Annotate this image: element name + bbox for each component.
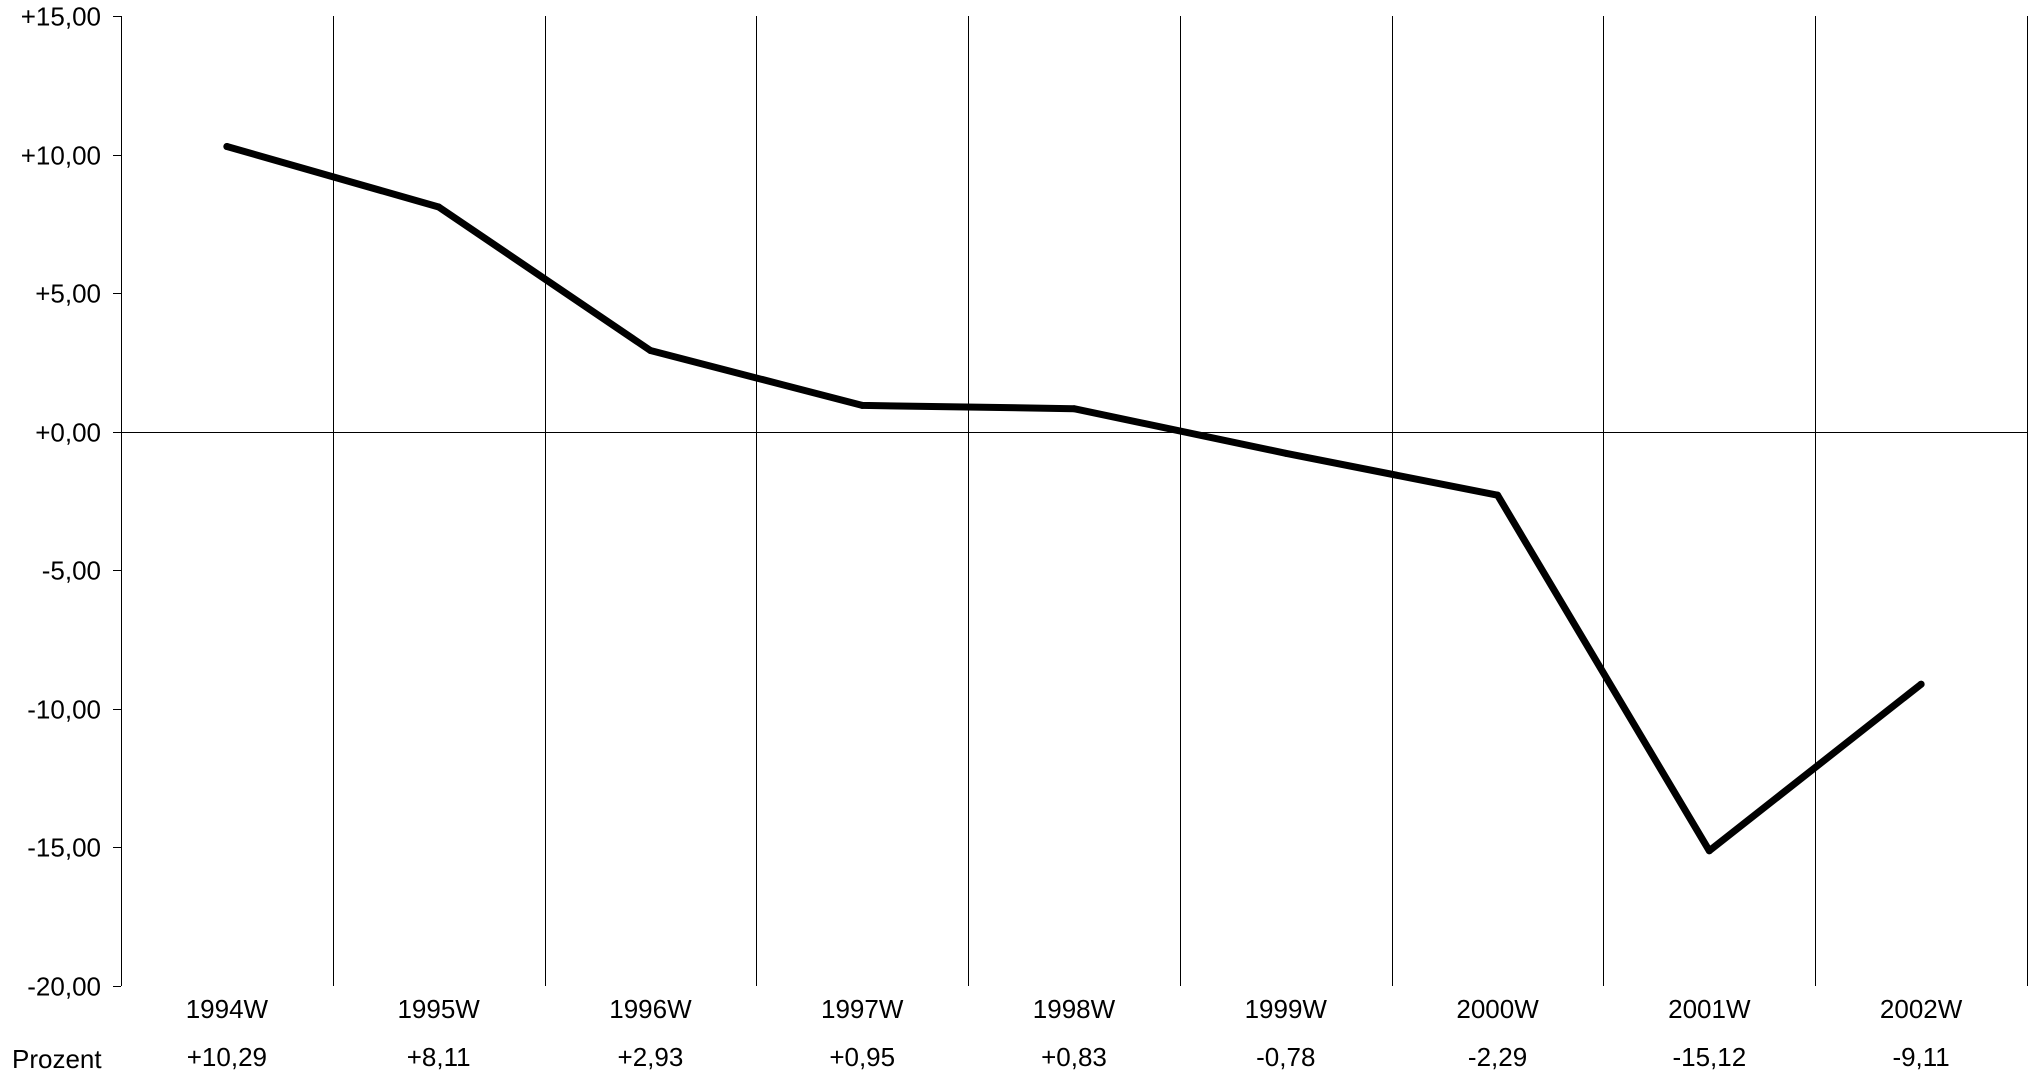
data-point (858, 401, 866, 409)
x-category-label: 2002W (1880, 994, 1963, 1024)
data-point (435, 203, 443, 211)
label-layer: 1994W 1995W 1996W 1997W 1998W 1999W 2000W 2001W… (12, 994, 1963, 1074)
table-value-label: +0,83 (1041, 1042, 1107, 1072)
data-point (1494, 491, 1502, 499)
table-value-label: -9,11 (1892, 1042, 1949, 1072)
y-tick-label: -20,00 (27, 972, 101, 1002)
table-value-label: +2,93 (618, 1042, 684, 1072)
table-value-label: +10,29 (187, 1042, 267, 1072)
y-tick-label: -5,00 (42, 556, 101, 586)
x-category-label: 1994W (186, 994, 269, 1024)
data-point (1705, 847, 1713, 855)
table-value-label: -0,78 (1256, 1042, 1315, 1072)
axis-layer: +15,00 +10,00 +5,00 +0,00 -5,00 -10,00 -15,00 -… (21, 2, 2027, 1002)
table-value-label: -2,29 (1468, 1042, 1527, 1072)
y-tick-label: +0,00 (35, 418, 101, 448)
table-value-label: +8,11 (407, 1042, 471, 1072)
table-value-label: -15,12 (1672, 1042, 1746, 1072)
y-tick-label: +5,00 (35, 279, 101, 309)
series-line (223, 143, 1925, 855)
x-category-label: 2001W (1668, 994, 1751, 1024)
y-tick-label: +10,00 (21, 141, 101, 171)
y-tick-label: -10,00 (27, 695, 101, 725)
y-tick-label: -15,00 (27, 833, 101, 863)
table-row-label: Prozent (12, 1044, 102, 1074)
x-category-label: 1997W (821, 994, 904, 1024)
grid-layer (333, 16, 2028, 986)
data-point (646, 347, 654, 355)
data-point (1282, 449, 1290, 457)
y-tick-label: +15,00 (21, 2, 101, 32)
x-category-label: 1996W (609, 994, 692, 1024)
x-category-label: 2000W (1456, 994, 1539, 1024)
data-point (223, 143, 231, 151)
x-category-label: 1998W (1033, 994, 1116, 1024)
series-layer (223, 143, 1925, 855)
data-point (1070, 405, 1078, 413)
x-category-label: 1999W (1245, 994, 1328, 1024)
data-point (1917, 680, 1925, 688)
x-category-label: 1995W (397, 994, 480, 1024)
table-value-label: +0,95 (829, 1042, 895, 1072)
